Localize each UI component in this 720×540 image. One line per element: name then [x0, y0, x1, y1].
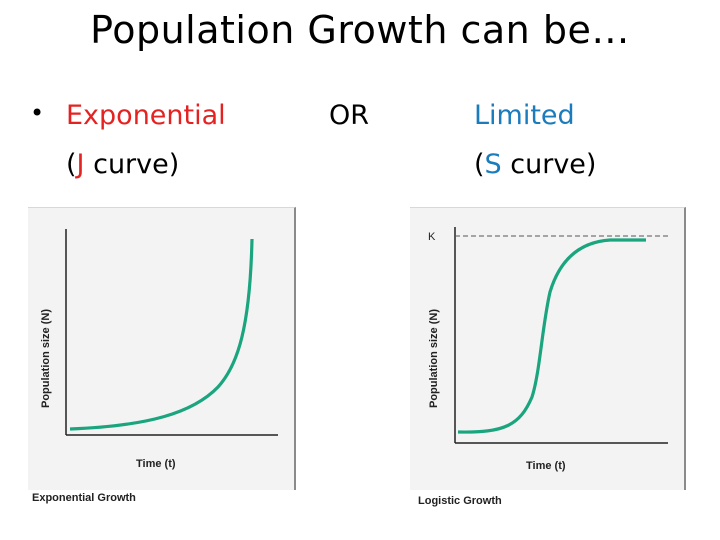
limited-heading: Limited: [474, 100, 575, 131]
j-curve-subheading: (J curve): [66, 147, 179, 183]
slide-title: Population Growth can be…: [90, 8, 630, 52]
or-text: OR: [329, 100, 370, 131]
j-curve-rest: curve): [84, 149, 180, 180]
s-curve-subheading: (S curve): [474, 147, 596, 183]
exponential-word: Exponential: [66, 100, 226, 131]
exponential-y-axis-label: Population size (N): [40, 309, 52, 408]
exponential-heading: Exponential: [66, 98, 226, 134]
exponential-x-axis-label: Time (t): [136, 458, 176, 470]
exponential-graph: [65, 229, 278, 436]
exponential-caption: Exponential Growth: [32, 492, 136, 504]
logistic-x-axis-label: Time (t): [526, 460, 566, 472]
carrying-capacity-label: K: [428, 231, 436, 243]
bullet-point: •: [30, 99, 45, 127]
s-letter: S: [484, 149, 502, 180]
s-curve-open-paren: (: [474, 149, 485, 180]
j-curve: [69, 238, 254, 431]
s-curve: [457, 238, 646, 434]
logistic-y-axis-label: Population size (N): [428, 309, 440, 408]
j-curve-open-paren: (: [66, 149, 77, 180]
j-letter: J: [76, 149, 85, 180]
logistic-caption: Logistic Growth: [418, 495, 502, 507]
logistic-graph: [454, 227, 668, 444]
s-curve-rest: curve): [501, 149, 597, 180]
